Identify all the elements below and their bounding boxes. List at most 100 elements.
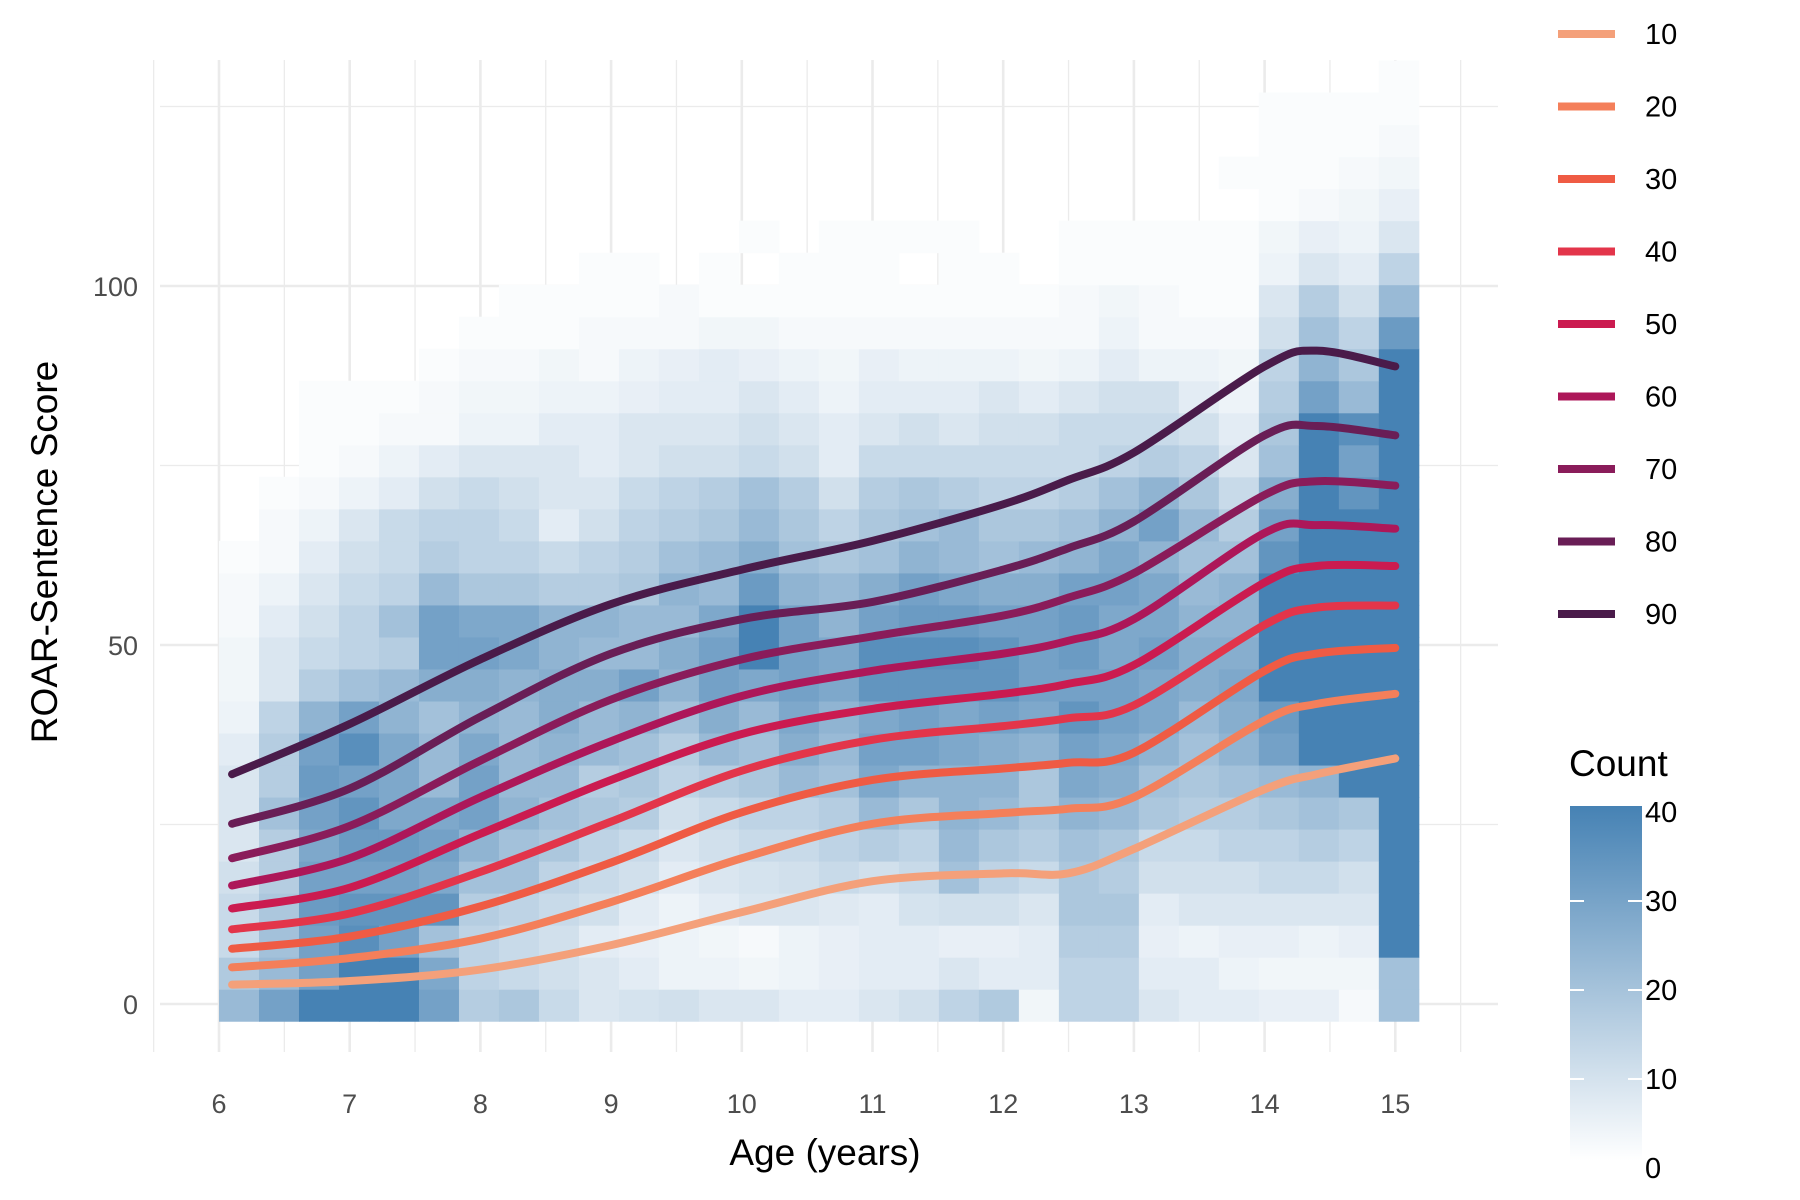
heatmap-cell bbox=[978, 989, 1020, 1022]
heatmap-cell bbox=[978, 348, 1020, 382]
heatmap-cell bbox=[898, 957, 940, 990]
heatmap-cell bbox=[818, 925, 860, 958]
heatmap-cell bbox=[1298, 797, 1340, 830]
heatmap-cell bbox=[298, 572, 340, 606]
percentile-curve-20 bbox=[228, 689, 1400, 972]
x-tick-label: 12 bbox=[988, 1089, 1018, 1119]
heatmap-cell bbox=[1178, 284, 1220, 318]
heatmap-cell bbox=[1258, 220, 1300, 254]
heatmap-cell bbox=[1018, 412, 1060, 446]
heatmap-cell bbox=[1338, 188, 1380, 222]
heatmap-cell bbox=[818, 893, 860, 926]
heatmap-cell bbox=[258, 540, 300, 574]
heatmap-cell bbox=[738, 444, 780, 478]
heatmap-cell bbox=[1378, 188, 1420, 222]
heatmap bbox=[219, 60, 1420, 1022]
heatmap-cell bbox=[1178, 957, 1220, 990]
heatmap-cell bbox=[1338, 316, 1380, 350]
heatmap-cell bbox=[1018, 733, 1060, 766]
heatmap-cell bbox=[738, 508, 780, 542]
heatmap-cell bbox=[418, 476, 460, 510]
heatmap-cell bbox=[818, 476, 860, 510]
heatmap-cell bbox=[498, 572, 540, 606]
heatmap-cell bbox=[738, 220, 780, 254]
legend-label-40: 40 bbox=[1645, 237, 1677, 269]
x-tick-label: 7 bbox=[342, 1089, 357, 1119]
x-tick-label: 8 bbox=[473, 1089, 488, 1119]
heatmap-cell bbox=[219, 636, 260, 670]
heatmap-cell bbox=[1098, 540, 1140, 574]
heatmap-cell bbox=[219, 733, 260, 766]
heatmap-cell bbox=[698, 989, 740, 1022]
heatmap-cell bbox=[578, 316, 620, 350]
heatmap-cell bbox=[858, 476, 900, 510]
heatmap-cell bbox=[898, 893, 940, 926]
heatmap-cell bbox=[618, 540, 660, 574]
heatmap-cell bbox=[698, 444, 740, 478]
heatmap-cell bbox=[1298, 156, 1340, 190]
heatmap-cell bbox=[298, 508, 340, 542]
legend-label-60: 60 bbox=[1645, 382, 1677, 414]
heatmap-cell bbox=[298, 476, 340, 510]
heatmap-cell bbox=[538, 380, 580, 414]
heatmap-cell bbox=[378, 444, 420, 478]
heatmap-cell bbox=[658, 893, 700, 926]
heatmap-cell bbox=[618, 476, 660, 510]
heatmap-cell bbox=[378, 508, 420, 542]
heatmap-cell bbox=[1378, 572, 1420, 606]
x-tick-label: 9 bbox=[604, 1089, 619, 1119]
heatmap-cell bbox=[1378, 701, 1420, 734]
heatmap-cell bbox=[898, 476, 940, 510]
heatmap-cell bbox=[1138, 220, 1180, 254]
heatmap-cell bbox=[938, 829, 980, 862]
heatmap-cell bbox=[898, 284, 940, 318]
heatmap-cell bbox=[858, 348, 900, 382]
heatmap-cell bbox=[538, 508, 580, 542]
heatmap-cell bbox=[778, 925, 820, 958]
heatmap-cell bbox=[458, 604, 500, 638]
heatmap-cell bbox=[338, 572, 380, 606]
x-tick-label: 11 bbox=[858, 1089, 886, 1119]
heatmap-cell bbox=[898, 380, 940, 414]
heatmap-cell bbox=[1338, 829, 1380, 862]
heatmap-cell bbox=[818, 412, 860, 446]
heatmap-cell bbox=[1258, 829, 1300, 862]
percentile-curve-90 bbox=[228, 346, 1400, 779]
heatmap-cell bbox=[1338, 957, 1380, 990]
count-legend: Count 0 10 20 30 40 bbox=[1569, 743, 1677, 1185]
heatmap-cell bbox=[1338, 156, 1380, 190]
heatmap-cell bbox=[738, 348, 780, 382]
heatmap-cell bbox=[658, 508, 700, 542]
heatmap-cell bbox=[1298, 893, 1340, 926]
x-tick-label: 15 bbox=[1380, 1089, 1410, 1119]
x-axis-ticks: 6 7 8 9 10 11 12 13 14 15 bbox=[211, 1089, 1410, 1119]
heatmap-cell bbox=[698, 380, 740, 414]
heatmap-cell bbox=[898, 348, 940, 382]
count-legend-ticks: 0 10 20 30 40 bbox=[1570, 797, 1677, 1185]
heatmap-cell bbox=[1298, 572, 1340, 606]
heatmap-cell bbox=[618, 380, 660, 414]
heatmap-cell bbox=[898, 444, 940, 478]
heatmap-cell bbox=[618, 604, 660, 638]
heatmap-cell bbox=[1098, 348, 1140, 382]
heatmap-cell bbox=[378, 604, 420, 638]
heatmap-cell bbox=[778, 252, 820, 286]
heatmap-cell bbox=[1258, 861, 1300, 894]
heatmap-cell bbox=[1378, 829, 1420, 862]
heatmap-cell bbox=[1298, 188, 1340, 222]
heatmap-cell bbox=[418, 380, 460, 414]
heatmap-cell bbox=[698, 829, 740, 862]
heatmap-cell bbox=[1178, 989, 1220, 1022]
heatmap-cell bbox=[1298, 957, 1340, 990]
heatmap-cell bbox=[898, 668, 940, 702]
heatmap-cell bbox=[578, 508, 620, 542]
heatmap-cell bbox=[1298, 124, 1340, 158]
heatmap-cell bbox=[1218, 861, 1260, 894]
heatmap-cell bbox=[1338, 444, 1380, 478]
heatmap-cell bbox=[338, 380, 380, 414]
heatmap-cell bbox=[818, 508, 860, 542]
heatmap-cell bbox=[458, 316, 500, 350]
heatmap-cell bbox=[778, 348, 820, 382]
heatmap-cell bbox=[1018, 989, 1060, 1022]
heatmap-cell bbox=[1098, 893, 1140, 926]
